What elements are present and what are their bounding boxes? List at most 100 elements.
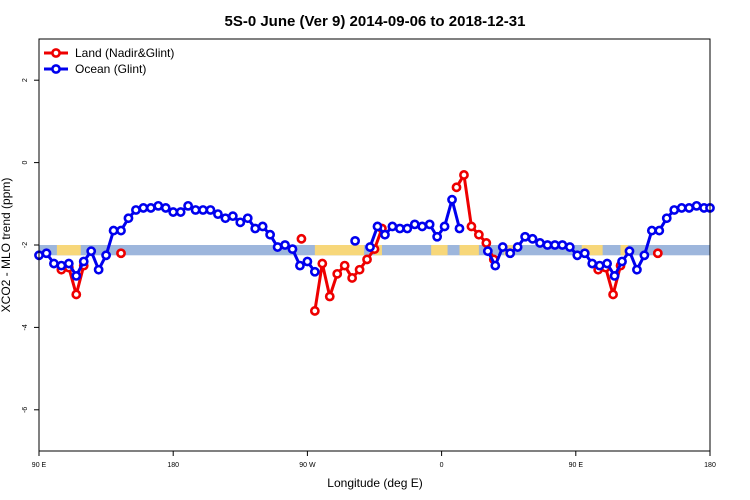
land-band	[314, 245, 365, 256]
data-point-ocean	[160, 203, 171, 213]
data-point-ocean	[350, 235, 361, 246]
data-point-ocean	[564, 242, 575, 252]
legend-label-ocean: Ocean (Glint)	[75, 62, 146, 76]
data-point-ocean	[387, 221, 398, 232]
data-point-ocean	[205, 205, 216, 215]
data-point-ocean	[250, 223, 261, 234]
data-point-land	[332, 268, 343, 279]
data-point-ocean	[646, 225, 657, 236]
x-tick-label: 90 E	[32, 462, 47, 469]
data-point-ocean	[145, 203, 156, 213]
y-tick-label: 2	[22, 78, 29, 82]
x-tick-label: 180	[167, 462, 179, 469]
data-point-ocean	[490, 260, 501, 271]
data-point-ocean	[183, 200, 194, 211]
data-point-land	[309, 306, 320, 316]
data-point-ocean	[235, 217, 246, 228]
data-point-ocean	[402, 223, 413, 234]
data-point-land	[459, 170, 469, 180]
x-tick-label: 0	[440, 462, 444, 469]
data-point-ocean	[512, 242, 523, 252]
data-point-ocean	[447, 194, 457, 205]
data-point-ocean	[684, 203, 695, 213]
data-point-land	[71, 289, 82, 300]
data-point-land	[473, 229, 484, 240]
series-ocean	[34, 194, 715, 281]
data-point-ocean	[654, 225, 665, 236]
data-point-ocean	[639, 250, 650, 261]
y-tick-label: -2	[22, 242, 29, 248]
legend-label-land: Land (Nadir&Glint)	[75, 46, 174, 60]
data-point-land	[608, 289, 618, 300]
data-point-ocean	[609, 270, 620, 281]
y-tick-label: 0	[22, 161, 29, 165]
data-point-ocean	[131, 205, 141, 215]
x-axis-label: Longitude (deg E)	[327, 476, 422, 490]
data-point-ocean	[550, 240, 560, 250]
x-tick-label: 90 W	[299, 462, 316, 469]
data-point-ocean	[579, 248, 590, 259]
data-point-land	[317, 258, 328, 269]
data-point-ocean	[123, 213, 134, 224]
y-tick-label: -4	[22, 324, 29, 330]
data-point-ocean	[41, 248, 52, 259]
data-point-ocean	[272, 242, 283, 252]
y-tick-label: -6	[22, 407, 29, 413]
data-point-ocean	[394, 223, 405, 234]
legend: Land (Nadir&Glint) Ocean (Glint)	[44, 46, 174, 76]
data-point-ocean	[309, 266, 320, 277]
data-point-ocean	[78, 256, 89, 267]
data-point-ocean	[227, 211, 238, 222]
data-point-ocean	[257, 221, 268, 232]
data-point-ocean	[497, 242, 508, 252]
data-point-ocean	[624, 246, 635, 257]
data-point-land	[481, 238, 492, 248]
data-point-land	[362, 254, 372, 265]
data-point-ocean	[138, 203, 149, 213]
data-point-land	[296, 233, 307, 244]
data-point-ocean	[602, 258, 613, 269]
data-point-ocean	[93, 264, 104, 275]
data-point-ocean	[71, 270, 82, 281]
series-line-land	[313, 228, 384, 312]
data-point-ocean	[116, 225, 126, 236]
data-point-ocean	[669, 205, 680, 215]
legend-marker-land	[51, 48, 61, 58]
data-point-ocean	[295, 260, 305, 271]
land-band	[431, 245, 448, 256]
x-tick-label: 180	[704, 462, 716, 469]
data-point-ocean	[242, 213, 253, 224]
y-axis-label: XCO2 - MLO trend (ppm)	[0, 178, 13, 313]
data-point-land	[347, 273, 358, 283]
data-point-ocean	[213, 209, 223, 219]
data-point-land	[451, 182, 462, 193]
x-tick-label: 90 E	[569, 462, 584, 469]
data-point-ocean	[49, 258, 59, 269]
data-point-ocean	[587, 258, 598, 269]
land-band	[56, 245, 81, 256]
legend-marker-ocean	[51, 64, 61, 74]
data-point-ocean	[520, 231, 531, 242]
data-point-land	[652, 248, 663, 259]
data-point-ocean	[86, 246, 97, 257]
data-point-ocean	[56, 260, 67, 271]
data-point-ocean	[691, 200, 702, 211]
data-point-ocean	[63, 258, 74, 269]
chart-title: 5S-0 June (Ver 9) 2014-09-06 to 2018-12-…	[224, 13, 525, 30]
data-point-ocean	[439, 221, 450, 232]
data-point-ocean	[632, 264, 642, 275]
data-point-land	[354, 264, 365, 275]
data-point-ocean	[617, 256, 627, 267]
data-point-ocean	[535, 238, 545, 248]
data-point-ocean	[380, 229, 390, 240]
data-point-ocean	[280, 240, 290, 250]
data-point-ocean	[220, 213, 231, 224]
data-point-ocean	[409, 219, 420, 230]
data-point-ocean	[572, 250, 583, 261]
data-point-ocean	[594, 260, 605, 271]
data-point-land	[324, 291, 335, 302]
data-point-ocean	[101, 250, 111, 261]
data-point-ocean	[265, 229, 276, 240]
data-point-ocean	[372, 221, 383, 232]
